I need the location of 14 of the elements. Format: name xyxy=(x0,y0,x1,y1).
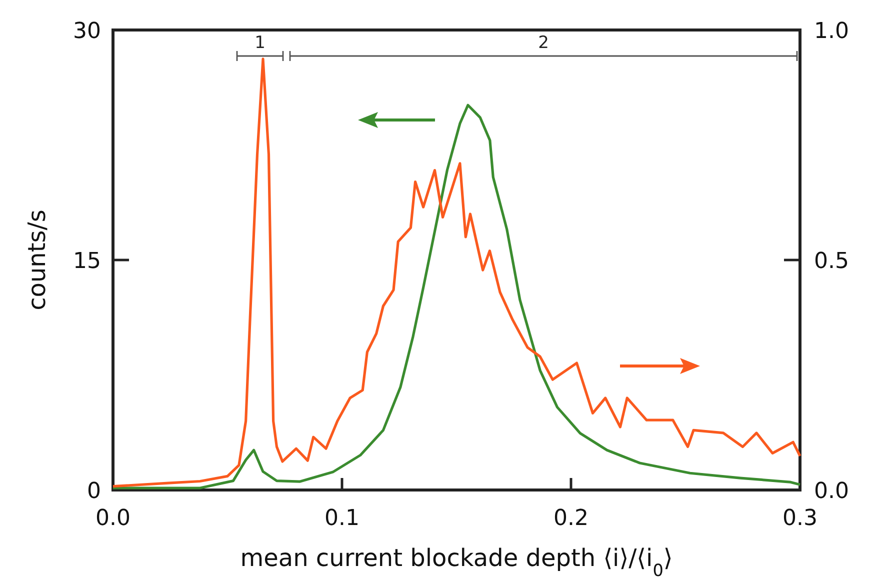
x-axis-title: mean current blockade depth ⟨i⟩/⟨i$_{0}$⟩ xyxy=(240,544,673,580)
y-tick-label: 30 xyxy=(73,19,101,44)
x-tick-label: 0.1 xyxy=(324,506,360,531)
y2-tick-label: 0.5 xyxy=(814,249,849,274)
y-tick-label: 15 xyxy=(73,249,101,274)
annotation: 1 xyxy=(254,33,266,53)
y2-tick-label: 0.0 xyxy=(814,479,849,504)
y2-tick-label: 1.0 xyxy=(814,19,849,44)
x-tick-label: 0.0 xyxy=(96,506,130,531)
annotation: 2 xyxy=(538,33,549,53)
x-tick-label: 0.3 xyxy=(782,506,818,531)
y-tick-label: 0 xyxy=(87,479,101,504)
y-axis-title: counts/s xyxy=(23,210,51,310)
x-tick-label: 0.2 xyxy=(554,506,588,531)
